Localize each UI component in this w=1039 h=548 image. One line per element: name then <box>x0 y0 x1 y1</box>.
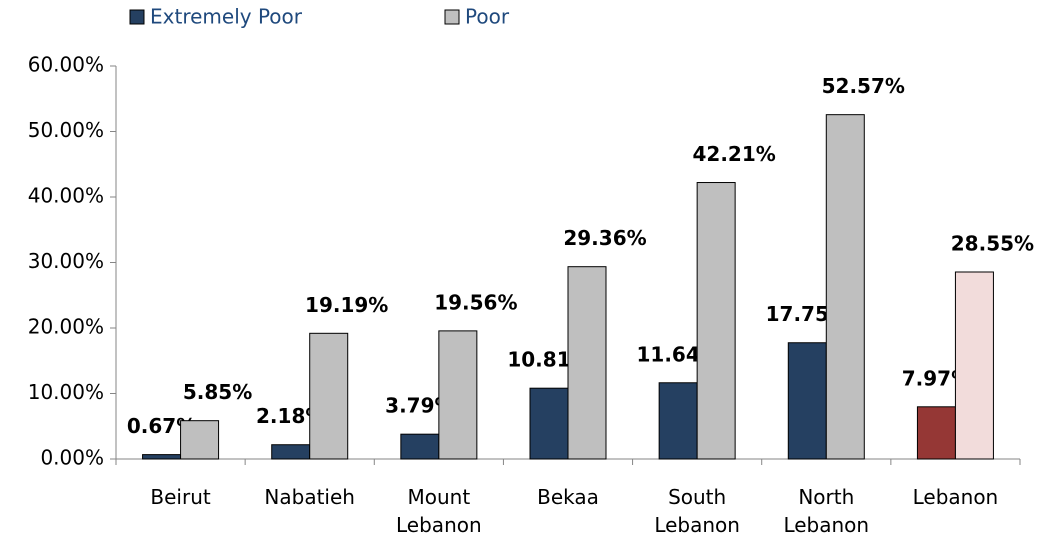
y-tick-label: 10.00% <box>28 380 104 404</box>
bar <box>696 182 736 460</box>
bar <box>658 382 698 460</box>
value-label: 52.57% <box>822 74 905 98</box>
x-tick-label: Bekaa <box>537 485 599 509</box>
value-label: 28.55% <box>951 231 1034 255</box>
x-tick-label: Lebanon <box>912 485 999 509</box>
x-tick-label: Beirut <box>150 485 211 509</box>
value-label: 42.21% <box>692 142 775 166</box>
bar <box>825 114 865 460</box>
legend-swatch <box>444 9 460 25</box>
x-tick-label: South Lebanon <box>654 485 740 537</box>
y-tick-label: 40.00% <box>28 184 104 208</box>
y-tick-label: 30.00% <box>28 249 104 273</box>
bar <box>142 454 182 460</box>
bar <box>309 332 349 460</box>
value-label: 29.36% <box>563 226 646 250</box>
bar <box>400 433 440 460</box>
value-label: 19.19% <box>305 293 388 317</box>
y-tick-label: 20.00% <box>28 315 104 339</box>
legend-swatch <box>129 9 145 25</box>
y-tick-label: 0.00% <box>40 446 104 470</box>
legend-label: Extremely Poor <box>150 5 303 29</box>
bar <box>529 387 569 460</box>
legend-label: Poor <box>465 5 510 29</box>
y-tick-label: 60.00% <box>28 53 104 77</box>
bar <box>271 444 311 460</box>
y-tick-label: 50.00% <box>28 118 104 142</box>
bar <box>567 266 607 460</box>
bar <box>916 406 956 460</box>
x-tick-label: North Lebanon <box>783 485 870 537</box>
bar <box>954 271 994 460</box>
x-tick-label: Mount Lebanon <box>396 485 482 537</box>
bar <box>180 420 220 460</box>
bar <box>438 330 478 460</box>
x-tick-label: Nabatieh <box>264 485 355 509</box>
bar <box>787 342 827 460</box>
value-label: 19.56% <box>434 290 517 314</box>
value-label: 5.85% <box>183 380 252 404</box>
